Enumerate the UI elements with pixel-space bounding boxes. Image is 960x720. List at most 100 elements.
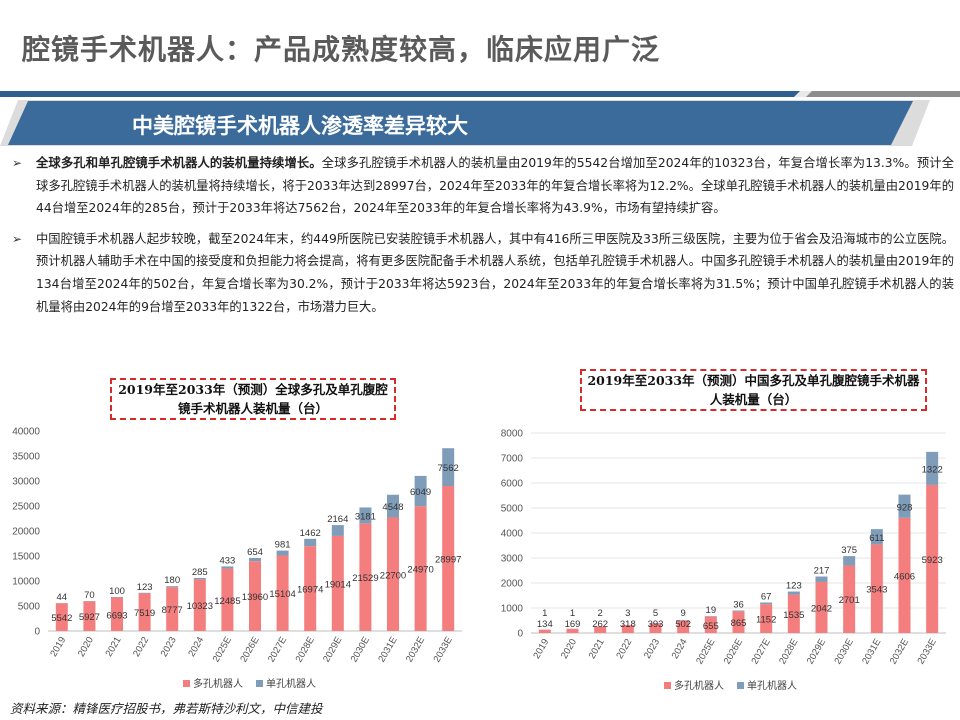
data-label-single-port: 180 bbox=[164, 575, 180, 586]
bar-multi-port bbox=[414, 506, 427, 631]
bar-single-port bbox=[732, 610, 745, 612]
x-tick-label: 2021 bbox=[104, 635, 124, 659]
x-tick-label: 2033E bbox=[432, 635, 455, 664]
legend-swatch-multi-port bbox=[664, 682, 671, 689]
x-tick-label: 2027E bbox=[749, 637, 772, 666]
data-label-multi-port: 22700 bbox=[380, 570, 406, 581]
page-title: 腔镜手术机器人：产品成熟度较高，临床应用广泛 bbox=[22, 33, 661, 66]
legend-label-multi-port: 多孔机器人 bbox=[674, 679, 724, 692]
bar-multi-port bbox=[304, 546, 317, 631]
bar-single-port bbox=[111, 597, 123, 598]
data-label-single-port: 70 bbox=[84, 590, 95, 601]
data-label-single-port: 44 bbox=[57, 592, 68, 603]
bar-multi-port bbox=[649, 623, 662, 633]
x-tick-label: 2025E bbox=[211, 635, 234, 664]
bar-multi-port bbox=[111, 597, 123, 631]
data-label-single-port: 654 bbox=[247, 547, 263, 558]
bar-multi-port bbox=[787, 594, 800, 633]
bar-multi-port bbox=[83, 601, 96, 631]
data-label-single-port: 67 bbox=[761, 592, 772, 603]
data-label-single-port: 1462 bbox=[300, 528, 321, 539]
y-tick-label: 40000 bbox=[12, 427, 40, 438]
x-tick-label: 2033E bbox=[915, 637, 938, 666]
section-banner-title: 中美腔镜手术机器人渗透率差异较大 bbox=[132, 114, 468, 138]
bar-single-port bbox=[138, 592, 151, 594]
y-tick-label: 4000 bbox=[501, 529, 524, 540]
data-label-multi-port: 15104 bbox=[269, 589, 295, 600]
data-label-single-port: 3 bbox=[625, 608, 630, 619]
data-label-multi-port: 2701 bbox=[839, 595, 860, 606]
data-label-multi-port: 28997 bbox=[435, 555, 461, 566]
data-label-single-port: 611 bbox=[869, 533, 884, 544]
data-label-multi-port: 8777 bbox=[162, 605, 183, 616]
legend-label-single-port: 单孔机器人 bbox=[747, 679, 797, 692]
data-label-single-port: 375 bbox=[841, 545, 857, 556]
bar-single-port bbox=[166, 586, 179, 588]
data-label-multi-port: 169 bbox=[565, 619, 581, 630]
data-label-single-port: 217 bbox=[814, 566, 830, 577]
bar-single-port bbox=[193, 577, 206, 580]
x-tick-label: 2019 bbox=[48, 635, 68, 659]
bar-multi-port bbox=[621, 625, 634, 633]
data-label-single-port: 2 bbox=[598, 608, 603, 619]
x-tick-label: 2021 bbox=[587, 637, 607, 661]
x-tick-label: 2020 bbox=[559, 637, 579, 661]
y-tick-label: 1000 bbox=[501, 604, 524, 615]
bar-multi-port bbox=[815, 581, 828, 633]
y-tick-label: 6000 bbox=[501, 479, 524, 490]
data-label-multi-port: 10323 bbox=[187, 601, 213, 612]
x-tick-label: 2032E bbox=[404, 635, 427, 664]
data-label-multi-port: 134 bbox=[537, 619, 553, 630]
data-label-single-port: 3181 bbox=[355, 511, 376, 522]
bar-single-port bbox=[331, 525, 344, 536]
bar-multi-port bbox=[331, 535, 344, 631]
bar-single-port bbox=[276, 550, 289, 556]
legend-swatch-multi-port bbox=[183, 680, 190, 687]
bar-multi-port bbox=[538, 629, 551, 633]
bar-multi-port bbox=[387, 517, 399, 631]
x-tick-label: 2031E bbox=[860, 637, 883, 666]
bar-single-port bbox=[760, 602, 773, 605]
y-tick-label: 3000 bbox=[501, 554, 524, 565]
bullet-china-text: 中国腔镜手术机器人起步较晚，截至2024年末，约449所医院已安装腔镜手术机器人… bbox=[36, 231, 954, 314]
y-tick-label: 20000 bbox=[12, 527, 40, 538]
chart-china-title: 2019年至2033年（预测）中国多孔及单孔腹腔镜手术机器人装机量（台） bbox=[580, 369, 927, 411]
x-tick-label: 2020 bbox=[76, 635, 96, 659]
data-label-single-port: 1322 bbox=[922, 464, 943, 475]
data-label-multi-port: 5542 bbox=[51, 613, 72, 624]
y-tick-label: 5000 bbox=[18, 602, 41, 613]
x-tick-label: 2026E bbox=[722, 637, 745, 666]
data-label-multi-port: 655 bbox=[703, 621, 719, 632]
data-label-multi-port: 21529 bbox=[352, 573, 378, 584]
x-tick-label: 2030E bbox=[832, 637, 855, 666]
data-label-single-port: 4548 bbox=[382, 502, 403, 513]
x-tick-label: 2029E bbox=[805, 637, 828, 666]
data-label-multi-port: 6693 bbox=[106, 610, 127, 621]
data-label-multi-port: 4606 bbox=[894, 571, 915, 582]
data-label-multi-port: 24970 bbox=[407, 565, 433, 576]
bar-multi-port bbox=[249, 561, 261, 631]
data-label-single-port: 928 bbox=[897, 502, 913, 513]
data-label-multi-port: 318 bbox=[620, 619, 636, 630]
bar-single-port bbox=[787, 591, 800, 595]
bullet-china: ➢ 中国腔镜手术机器人起步较晚，截至2024年末，约449所医院已安装腔镜手术机… bbox=[12, 228, 954, 318]
arrow-bullet-icon: ➢ bbox=[12, 231, 23, 246]
legend-label-single-port: 单孔机器人 bbox=[266, 677, 316, 690]
bar-multi-port bbox=[221, 568, 234, 631]
bar-multi-port bbox=[566, 628, 579, 633]
data-label-single-port: 5 bbox=[653, 608, 658, 619]
bar-single-port bbox=[926, 451, 939, 485]
data-label-single-port: 19 bbox=[706, 605, 717, 616]
x-tick-label: 2027E bbox=[266, 635, 289, 664]
bar-multi-port bbox=[870, 544, 883, 633]
data-label-multi-port: 3543 bbox=[866, 585, 887, 596]
x-tick-label: 2025E bbox=[694, 637, 717, 666]
legend-swatch-single-port bbox=[737, 682, 744, 689]
data-label-multi-port: 7519 bbox=[134, 608, 155, 619]
legend-label-multi-port: 多孔机器人 bbox=[193, 677, 243, 690]
y-tick-label: 35000 bbox=[12, 452, 40, 463]
data-label-multi-port: 262 bbox=[592, 619, 608, 630]
x-tick-label: 2030E bbox=[349, 635, 372, 664]
bar-multi-port bbox=[898, 517, 911, 633]
y-tick-label: 8000 bbox=[501, 429, 524, 440]
